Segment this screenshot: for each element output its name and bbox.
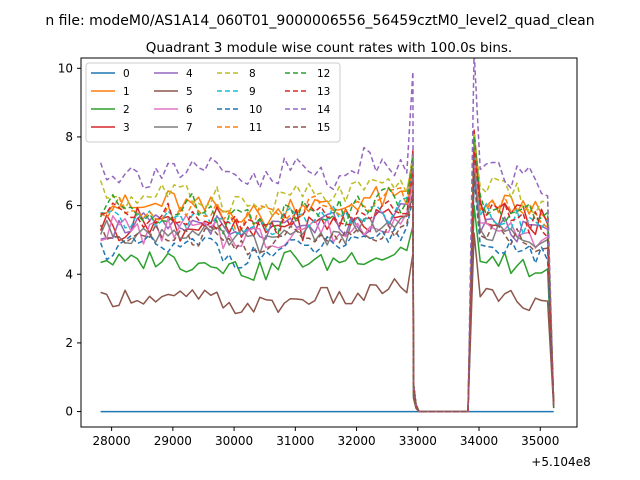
x-offset-text: +5.104e8 <box>531 455 590 469</box>
legend-label: 2 <box>123 104 130 116</box>
legend-label: 5 <box>186 86 193 98</box>
legend-label: 11 <box>249 122 262 134</box>
legend-label: 4 <box>186 68 193 80</box>
y-tick-label: 2 <box>65 336 73 350</box>
chart-title: Quadrant 3 module wise count rates with … <box>146 40 512 56</box>
legend-label: 12 <box>317 68 330 80</box>
x-tick-label: 35000 <box>521 434 559 448</box>
y-axis: 0 2 4 6 8 10 <box>58 61 81 419</box>
legend-label: 3 <box>123 122 130 134</box>
legend-label: 6 <box>186 104 193 116</box>
series-line-13 <box>100 149 555 413</box>
series-line-4 <box>100 156 555 413</box>
legend-label: 9 <box>249 86 256 98</box>
series-line-10 <box>99 177 555 413</box>
x-tick-label: 32000 <box>337 434 375 448</box>
series-layer <box>99 58 555 413</box>
legend-label: 8 <box>249 68 256 80</box>
x-tick-label: 31000 <box>276 434 314 448</box>
x-tick-label: 33000 <box>399 434 437 448</box>
x-tick-label: 30000 <box>215 434 253 448</box>
legend-label: 14 <box>317 104 331 116</box>
legend-label: 10 <box>249 104 262 116</box>
legend-label: 1 <box>123 86 130 98</box>
series-line-5 <box>100 232 555 413</box>
legend-label: 15 <box>317 122 330 134</box>
x-axis: 28000 29000 30000 31000 32000 33000 34000 35000 <box>93 427 559 448</box>
series-line-8 <box>99 132 555 413</box>
figure-suptitle: n file: modeM0/AS1A14_060T01_9000006556_… <box>45 13 594 29</box>
series-line-12 <box>99 136 555 413</box>
series-line-7 <box>99 173 555 413</box>
y-tick-label: 10 <box>58 61 73 75</box>
y-tick-label: 4 <box>65 267 73 281</box>
y-tick-label: 8 <box>65 130 73 144</box>
legend-label: 0 <box>123 68 130 80</box>
y-tick-label: 0 <box>65 405 73 419</box>
x-tick-label: 29000 <box>154 434 192 448</box>
legend-box <box>85 62 341 143</box>
x-tick-label: 34000 <box>460 434 498 448</box>
x-tick-label: 28000 <box>93 434 131 448</box>
plot-frame <box>80 57 578 428</box>
series-line-6 <box>100 163 555 413</box>
series-line-2 <box>100 204 555 413</box>
y-tick-label: 6 <box>65 199 73 213</box>
legend-label: 13 <box>317 86 330 98</box>
series-line-15 <box>99 170 555 413</box>
legend-label: 7 <box>186 122 193 134</box>
